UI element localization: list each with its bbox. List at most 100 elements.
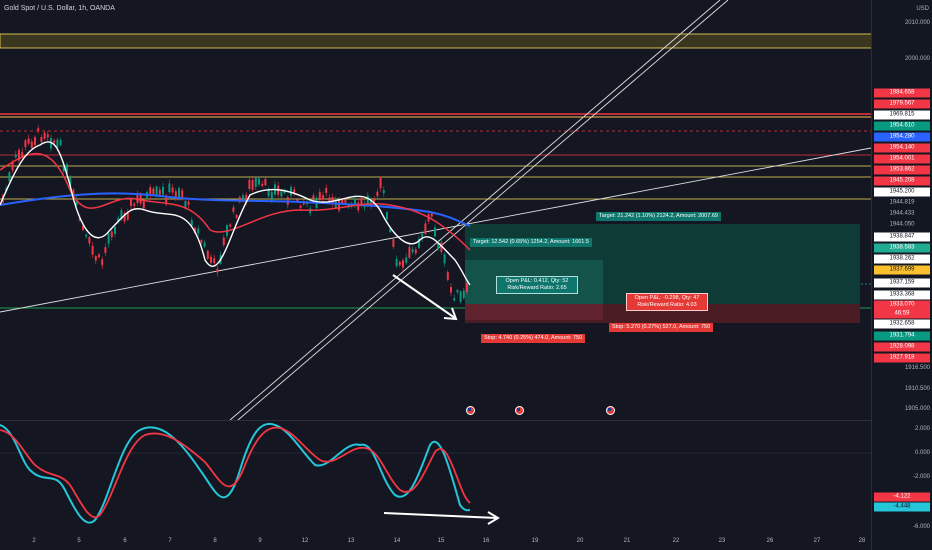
- symbol-title[interactable]: Gold Spot / U.S. Dollar, 1h, OANDA: [4, 5, 115, 12]
- long-position-1-stop-zone[interactable]: [465, 304, 603, 320]
- candle-body: [152, 188, 155, 195]
- candle-body: [376, 191, 379, 197]
- long1-stop-label[interactable]: Stop: 4.740 (0.25%) 474.0, Amount: 750: [481, 334, 586, 343]
- long2-target-label[interactable]: Target: 21.242 (1.10%) 2124.2, Amount: 2…: [596, 212, 721, 221]
- ma-white: [0, 141, 471, 286]
- long1-info-box[interactable]: Open P&L: 0.412, Qty: 52 Risk/Reward Rat…: [496, 276, 578, 294]
- axis-tick: 1905.000: [904, 406, 930, 412]
- price-label: 1937.699: [874, 265, 930, 275]
- candle-body: [155, 186, 158, 196]
- candle-body: [229, 224, 232, 227]
- time-label: 7: [168, 538, 172, 544]
- candle-body: [430, 213, 433, 217]
- osc-cyan-line: [0, 422, 471, 524]
- price-label: 1937.159: [874, 278, 930, 288]
- price-label: 1928.098: [874, 342, 930, 352]
- candle-body: [30, 141, 33, 148]
- candle-body: [318, 192, 321, 201]
- candle-body: [120, 210, 123, 219]
- candle-body: [130, 199, 132, 206]
- candle-body: [88, 237, 91, 244]
- candle-body: [69, 177, 72, 187]
- price-label: 1953.862: [874, 165, 930, 175]
- candle-body: [267, 190, 270, 197]
- long2-rr: Risk/Reward Ratio: 4.03: [637, 302, 697, 308]
- price-label: 1954.610: [874, 121, 930, 131]
- long2-stop-label[interactable]: Stop: 5.270 (0.27%) 527.0, Amount: 750: [609, 323, 714, 332]
- candle-body: [8, 172, 11, 182]
- candle-body: [104, 247, 107, 253]
- time-label: 12: [301, 538, 309, 544]
- ma-blue: [0, 192, 471, 227]
- long1-open-pnl: Open P&L: 0.412, Qty: 52: [505, 278, 569, 284]
- candle-body: [360, 198, 363, 205]
- currency-label[interactable]: USD: [916, 6, 929, 12]
- candle-body: [66, 164, 68, 174]
- candle-body: [59, 139, 62, 146]
- time-label: 26: [766, 538, 774, 544]
- osc-tick: 2.000: [914, 426, 930, 432]
- time-label: 28: [858, 538, 866, 544]
- candle-body: [366, 195, 369, 204]
- candle-body: [414, 249, 417, 254]
- price-label: 1938.262: [874, 254, 930, 264]
- long1-target-label[interactable]: Target: 12.542 (0.65%) 1254.2, Amount: 1…: [470, 238, 592, 247]
- candle-body: [197, 228, 200, 234]
- candle-body: [283, 190, 286, 194]
- price-label: 1954.140: [874, 143, 930, 153]
- candle-body: [222, 237, 225, 246]
- candle-body: [299, 205, 302, 208]
- economic-event-flag-icon[interactable]: [466, 406, 475, 415]
- countdown-label: 46:59: [874, 309, 930, 319]
- channel-line-a[interactable]: [229, 0, 721, 421]
- time-label: 21: [623, 538, 631, 544]
- candle-body: [440, 242, 443, 252]
- candle-body: [216, 268, 219, 273]
- channel-line-b[interactable]: [237, 0, 729, 421]
- candle-body: [139, 194, 142, 204]
- osc-red-line: [0, 426, 471, 519]
- candle-body: [210, 256, 212, 263]
- candle-body: [98, 254, 100, 258]
- price-label: 1984.658: [874, 88, 930, 98]
- price-pane[interactable]: [0, 0, 871, 550]
- candle-body: [158, 189, 161, 195]
- candle-body: [338, 199, 340, 211]
- candle-body: [270, 192, 273, 202]
- time-label: 2: [32, 538, 36, 544]
- price-label: 1938.583: [874, 243, 930, 253]
- candle-body: [402, 260, 404, 268]
- candle-body: [126, 211, 129, 220]
- candle-body: [405, 257, 408, 264]
- candle-body: [184, 201, 187, 208]
- price-axis[interactable]: USD 2010.000 2000.000 1916.500 1910.500 …: [871, 0, 932, 550]
- pane-separator[interactable]: [0, 420, 871, 421]
- candle-body: [443, 254, 446, 264]
- candle-body: [466, 283, 468, 293]
- time-axis[interactable]: [0, 532, 871, 550]
- resistance-zone[interactable]: [0, 33, 871, 49]
- candle-body: [280, 191, 283, 197]
- candle-body: [165, 195, 168, 205]
- osc-tick: -2.000: [912, 474, 930, 480]
- candle-body: [370, 200, 372, 206]
- candle-body: [114, 227, 116, 234]
- candle-body: [14, 154, 17, 158]
- time-label: 27: [813, 538, 821, 544]
- candle-body: [421, 233, 424, 239]
- candle-body: [72, 189, 75, 199]
- long2-info-box[interactable]: Open P&L: -0.298, Qty: 47 Risk/Reward Ra…: [626, 293, 708, 311]
- candle-body: [171, 187, 174, 193]
- candle-body: [181, 190, 184, 198]
- price-label: 1944.050: [874, 220, 930, 230]
- candle-body: [251, 179, 254, 190]
- candle-body: [27, 138, 30, 144]
- economic-event-flag-icon[interactable]: [515, 406, 524, 415]
- arrow-icon: [392, 274, 458, 321]
- candle-body: [206, 250, 209, 259]
- economic-event-flag-icon[interactable]: [606, 406, 615, 415]
- time-label: 9: [258, 538, 262, 544]
- candle-body: [174, 191, 177, 200]
- candle-body: [290, 187, 292, 196]
- candle-body: [450, 286, 452, 293]
